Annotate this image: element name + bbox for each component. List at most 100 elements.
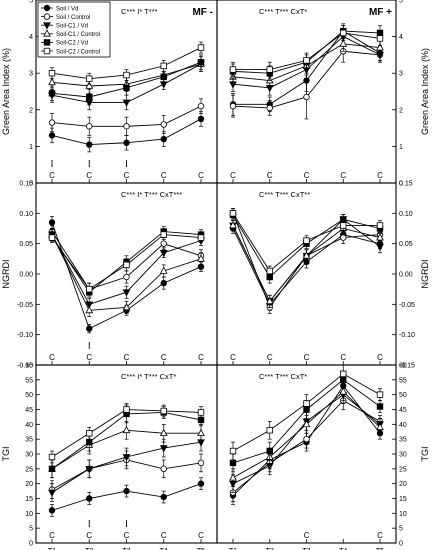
y-axis-label-right: Green Area Index (%) <box>420 48 430 135</box>
data-point <box>197 234 205 241</box>
data-point <box>123 123 130 130</box>
data-point <box>85 466 94 474</box>
y-tick-label: 15 <box>399 496 407 503</box>
panel-1-1: 0 1 2 3 4 5 C*** I* T*** MF - C C C C C <box>29 0 218 188</box>
y-tick-label: 60 <box>399 363 407 370</box>
significance-letter: C <box>161 353 167 362</box>
x-tick-label: T5 <box>376 548 384 550</box>
data-point <box>160 121 167 128</box>
y-tick-label: 25 <box>25 466 33 473</box>
data-point <box>48 489 56 498</box>
legend-label: Soil-C1 / Control <box>56 32 100 38</box>
data-point <box>160 135 167 143</box>
legend-label: Soil / Vd <box>56 6 78 12</box>
series-6 <box>229 25 384 78</box>
series-2 <box>48 98 205 136</box>
data-point <box>86 495 93 502</box>
y-tick-label: 10 <box>399 511 407 518</box>
data-point <box>303 237 310 244</box>
y-tick-label: 50 <box>399 392 407 399</box>
significance-letter: C <box>161 171 167 180</box>
significance-letter: C <box>230 353 236 362</box>
data-point <box>122 289 131 297</box>
series-6 <box>48 229 205 296</box>
y-tick-label: 1 <box>29 144 33 151</box>
significance-letter: C <box>49 353 55 362</box>
x-tick-label: T4 <box>339 548 347 550</box>
series-1 <box>48 477 205 517</box>
x-tick-label: T1 <box>48 548 56 550</box>
data-point <box>376 422 384 431</box>
y-tick-label: 5 <box>29 526 33 533</box>
data-point <box>266 447 273 455</box>
legend-marker <box>43 39 51 46</box>
data-point <box>48 119 56 126</box>
data-point <box>123 139 130 146</box>
significance-letter: C <box>49 531 55 540</box>
data-point <box>340 370 347 378</box>
panel-1-2: 0 1 2 3 4 5 C*** T*** CxT* MF + C C C C C <box>216 0 403 188</box>
legend-label: Soil-C2 / Control <box>56 49 100 55</box>
y-tick-label: 45 <box>25 407 33 414</box>
y-tick-label: 25 <box>399 466 407 473</box>
stats-label: C*** I* T*** CxT*** <box>121 190 182 199</box>
significance-letter: C <box>377 531 383 540</box>
series-4 <box>229 220 384 308</box>
y-tick-label: 40 <box>25 422 33 429</box>
data-point <box>48 234 56 241</box>
x-tick-label: T3 <box>122 548 130 550</box>
series-6 <box>229 208 384 277</box>
y-axis-label-right: TGI <box>420 447 430 462</box>
y-tick-label: 3 <box>399 71 403 78</box>
y-tick-label: 45 <box>399 407 407 414</box>
data-point <box>48 132 56 139</box>
data-point <box>86 123 93 130</box>
x-tick-label: T4 <box>160 548 168 550</box>
significance-letter: C <box>161 531 167 540</box>
series-3 <box>48 229 205 311</box>
y-tick-label: 4 <box>29 34 33 41</box>
data-point <box>86 93 93 101</box>
y-tick-label: 0 <box>399 181 403 188</box>
data-point <box>376 233 384 241</box>
panel-3-1: 0 5 10 15 20 25 30 35 40 45 50 55 60 T1 T2 T3 T4 T5 C*** I… <box>25 363 218 550</box>
data-point <box>265 296 274 305</box>
data-point <box>303 435 310 443</box>
y-tick-label: 0 <box>29 541 33 548</box>
data-point <box>122 454 131 462</box>
series-6 <box>48 41 205 85</box>
series-1 <box>48 111 205 153</box>
significance-letter: C <box>340 353 346 362</box>
y-tick-label: 5 <box>29 0 33 5</box>
significance-letter: C <box>124 531 130 540</box>
data-point <box>123 406 130 413</box>
data-point <box>86 141 93 148</box>
panel-3-2: 0 5 10 15 20 25 30 35 40 45 50 55 60 T1 T2 T3 T4 T5 C*** T… <box>216 363 407 550</box>
y-tick-label: 0.00 <box>19 272 33 279</box>
y-tick-label: 15 <box>25 496 33 503</box>
y-tick-label: 55 <box>25 377 33 384</box>
legend-marker <box>43 4 51 12</box>
data-point <box>123 84 130 92</box>
data-point <box>122 302 131 311</box>
column-title: MF - <box>192 7 213 18</box>
data-point <box>197 480 205 487</box>
y-tick-label: 20 <box>399 481 407 488</box>
y-tick-label: 30 <box>25 452 33 459</box>
data-point <box>302 251 311 259</box>
significance-letter: C <box>304 171 310 180</box>
panel-2-2: -0.15 -0.10 -0.05 0.00 0.05 0.10 0.15 C*** T***… <box>216 181 415 370</box>
significance-letter: C <box>198 353 204 362</box>
series-6 <box>229 364 384 461</box>
data-point <box>303 57 310 64</box>
data-point <box>159 266 168 274</box>
data-point <box>197 409 205 416</box>
y-tick-label: 40 <box>399 422 407 429</box>
y-tick-label: 3 <box>29 71 33 78</box>
significance-letter: C <box>86 353 92 362</box>
data-point <box>159 249 168 258</box>
data-point <box>266 66 273 73</box>
legend-marker <box>43 22 51 30</box>
stats-label: C*** T*** CxT* <box>259 7 307 16</box>
series-5 <box>48 54 205 105</box>
